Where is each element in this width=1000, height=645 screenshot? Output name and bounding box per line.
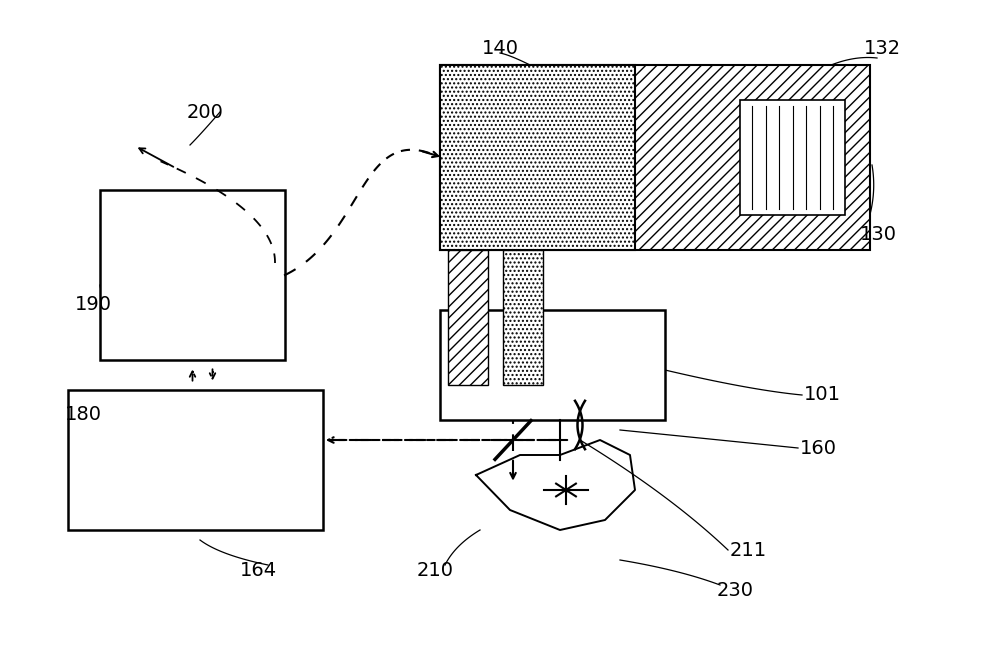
Bar [448,250,488,385]
Bar [100,190,285,360]
Bar [440,65,635,250]
Text: 164: 164 [239,561,277,579]
Bar [503,250,543,385]
Bar [740,100,845,215]
Text: 132: 132 [863,39,901,57]
Bar [440,65,870,250]
Text: 180: 180 [64,406,102,424]
Text: 211: 211 [729,541,767,559]
Text: 160: 160 [800,439,836,457]
Text: 200: 200 [187,103,223,121]
Bar [440,310,665,420]
Text: 140: 140 [482,39,518,57]
Text: 101: 101 [804,386,840,404]
Text: 230: 230 [716,580,754,599]
Bar [68,390,323,530]
Text: 210: 210 [416,561,454,579]
Text: 190: 190 [74,295,112,315]
Text: 130: 130 [860,226,896,244]
